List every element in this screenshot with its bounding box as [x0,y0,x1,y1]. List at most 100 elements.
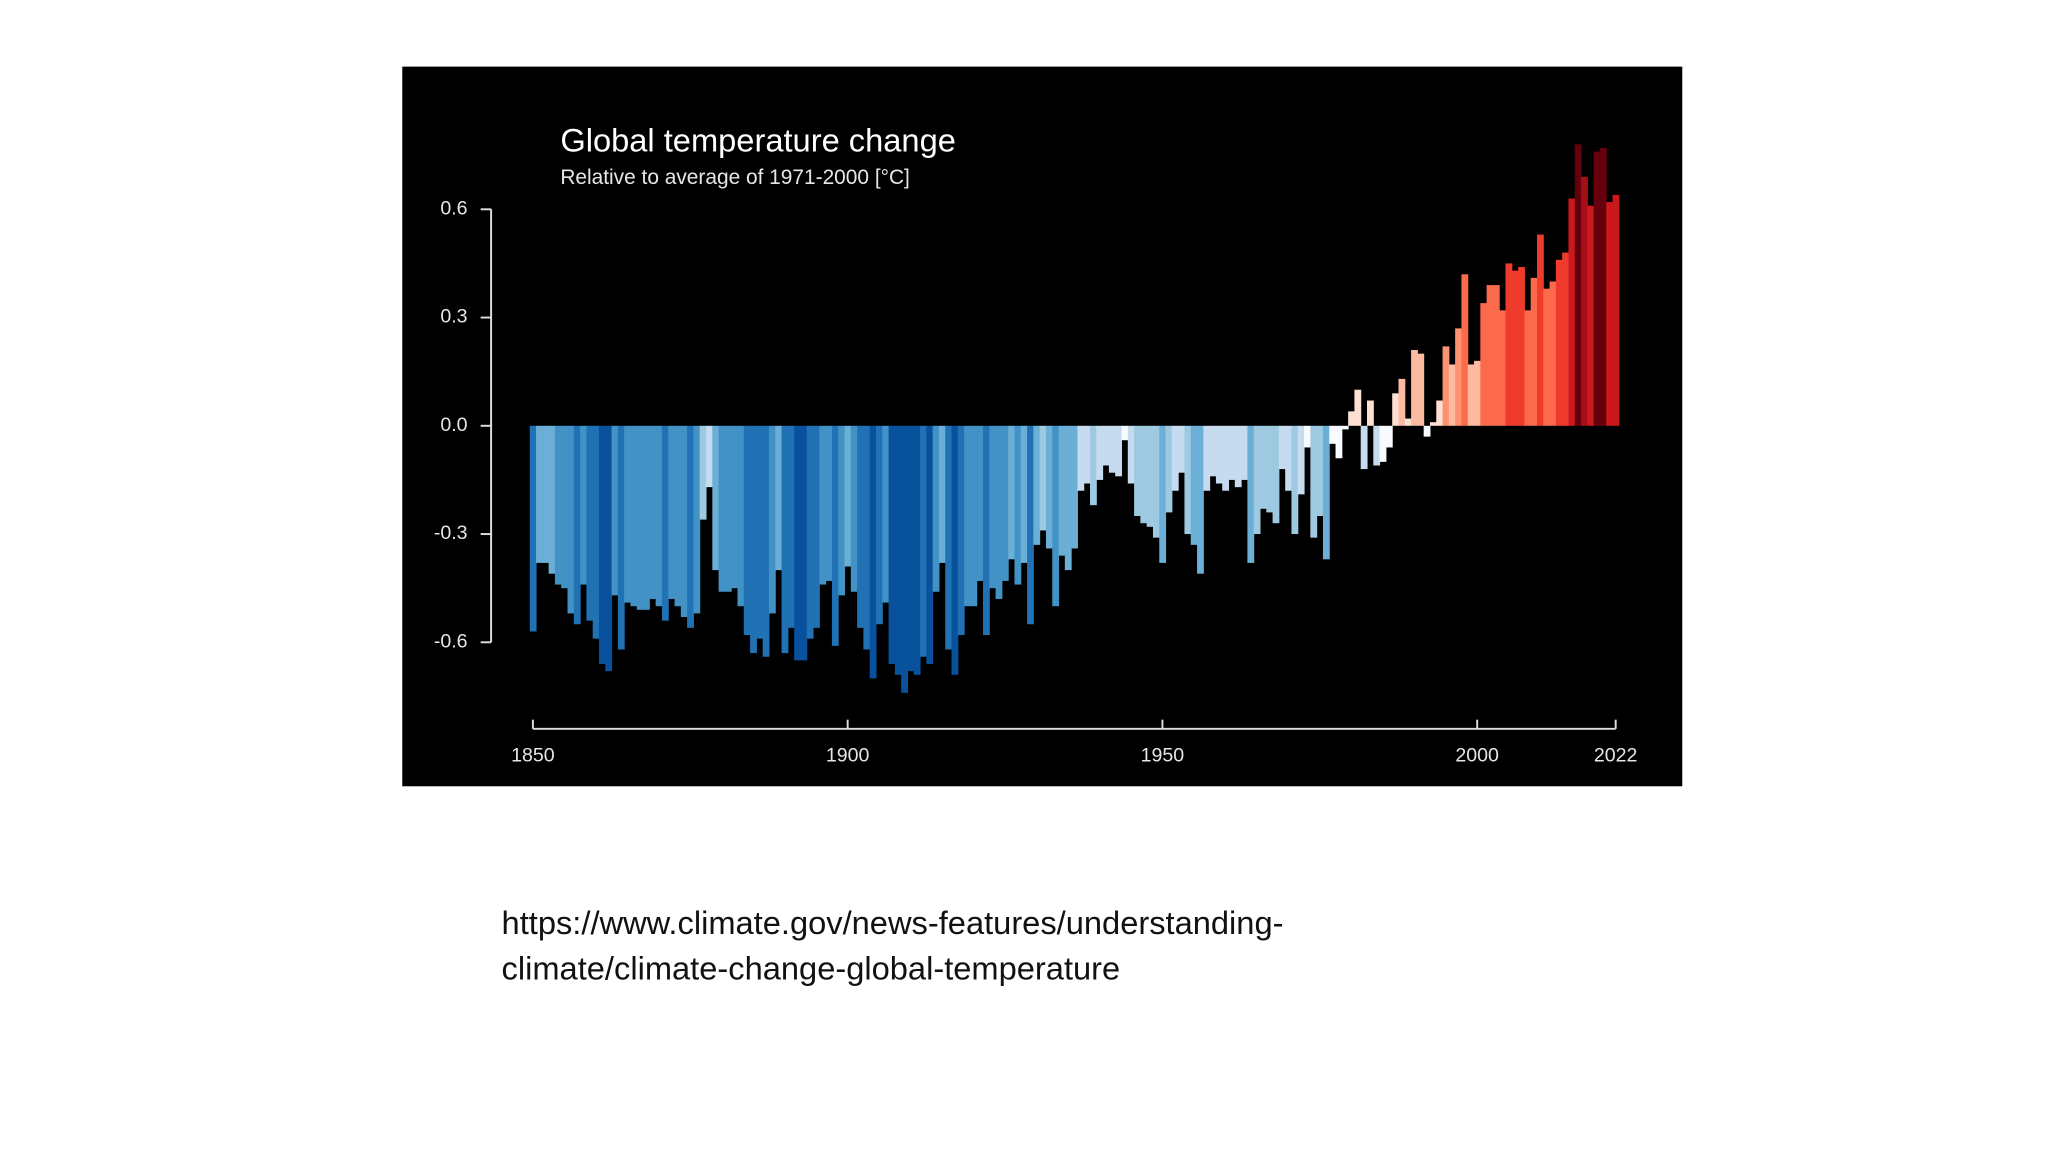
bar [901,425,908,693]
bar [548,425,556,574]
bar [1442,346,1450,426]
bar [529,425,537,632]
bar [743,425,751,636]
source-link: climate/climate-change-global-temperatur… [502,950,1121,987]
y-tick-label: 0.3 [440,306,467,328]
bar [1530,277,1538,426]
bar [932,425,940,592]
bar [724,425,732,592]
bar [775,425,783,571]
bar [869,425,877,679]
y-tick-label: -0.3 [434,522,468,544]
bar [1027,425,1034,625]
bar [800,425,808,661]
bar [1354,389,1362,426]
bar [1348,411,1355,426]
x-tick-label: 2022 [1594,744,1638,766]
bar [1555,259,1563,426]
bar [731,425,739,589]
bar [1228,425,1236,480]
bar [661,425,669,621]
bar [611,425,619,596]
bar [920,425,927,657]
bar [1436,400,1444,426]
bar [1052,425,1060,607]
bar [806,425,814,639]
bar [1215,425,1223,484]
bar [1127,425,1135,484]
bar [1385,425,1393,448]
bar [1448,364,1456,426]
bar [750,425,757,654]
bar [1373,425,1381,466]
bar [831,425,839,646]
bar [655,425,663,607]
x-tick-label: 1850 [511,744,555,766]
bar [951,425,959,675]
bar [1606,202,1614,426]
bar [1285,425,1292,491]
bar [712,425,720,571]
bar [762,425,770,657]
bar [699,425,707,520]
bar [1367,400,1374,426]
bar [680,425,688,618]
bar [1411,350,1418,426]
bar [913,425,921,675]
bar [875,425,883,625]
bar [1090,425,1097,506]
bar [1266,425,1274,513]
bar [1398,378,1406,426]
bar [1492,285,1500,426]
bar [907,425,915,672]
bar [1241,425,1248,480]
bar [1593,151,1601,426]
bar [1152,425,1160,538]
bar [1058,425,1066,556]
bar [592,425,600,639]
bar [882,425,890,603]
bar [718,425,726,592]
bar [1335,425,1343,459]
bar [857,425,864,628]
bar [1278,425,1286,470]
bar [1499,310,1507,426]
bar [554,425,562,585]
bar [1102,425,1110,466]
bar [1474,360,1481,426]
bar [1587,205,1595,426]
bar [838,425,846,596]
bar [1297,425,1305,495]
bar [630,425,638,607]
bar [542,425,550,563]
bar [894,425,902,675]
bar [1083,425,1091,484]
bar [794,425,801,661]
bar [636,425,644,610]
bar [567,425,575,614]
bar [768,425,776,614]
bar [1121,425,1129,441]
bar [1159,425,1167,563]
bar [1039,425,1047,531]
bar [787,425,795,628]
bar [970,425,978,607]
bar [1360,425,1368,470]
bar [1272,425,1280,524]
bar [1165,425,1173,513]
bar [888,425,896,664]
bar [1461,274,1469,426]
bar [1549,281,1557,426]
bar [989,425,997,589]
bar [1322,425,1330,560]
bar [674,425,682,607]
bar [1310,425,1318,538]
bar [825,425,833,581]
bar [781,425,789,654]
bar [1316,425,1324,516]
bar [1259,425,1267,509]
bar [1518,267,1525,426]
bar [1247,425,1255,563]
source-link: https://www.climate.gov/news-features/un… [502,904,1284,941]
